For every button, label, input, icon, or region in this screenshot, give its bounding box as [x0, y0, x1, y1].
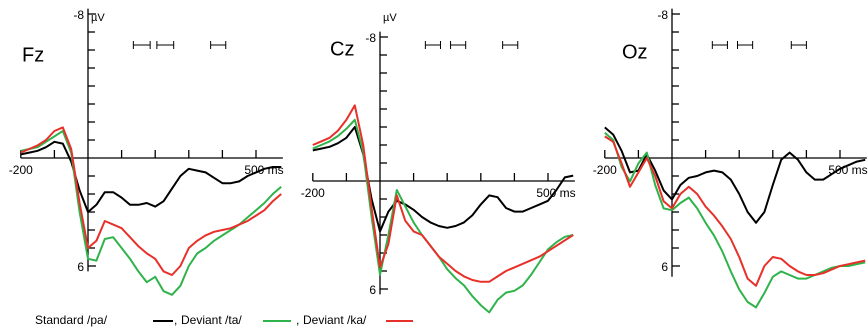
y-tick-label: -8 [365, 31, 376, 45]
x-tick-label: -200 [9, 163, 33, 177]
y-tick-label: -8 [657, 8, 668, 22]
erp-line [604, 132, 866, 309]
significance-interval [210, 41, 227, 49]
channel-label: Fz [22, 44, 44, 66]
significance-interval [502, 41, 519, 49]
significance-interval [711, 41, 728, 49]
legend-label: Deviant /ta/ [181, 313, 242, 327]
significance-interval [450, 41, 467, 49]
erp-line [20, 126, 282, 276]
x-tick-label: -200 [301, 186, 325, 200]
erp-line [312, 118, 574, 314]
y-unit: µV [383, 12, 397, 24]
channel-label: Oz [622, 41, 648, 63]
significance-interval [790, 41, 807, 49]
y-tick-label: -8 [73, 8, 84, 22]
significance-interval [156, 41, 175, 49]
legend-label: Deviant /ka/ [303, 313, 367, 327]
x-tick-label: -200 [593, 163, 617, 177]
erp-line [312, 126, 574, 233]
erp-line [20, 130, 282, 296]
y-tick-label: 6 [661, 260, 668, 274]
erp-line [312, 104, 574, 283]
legend-separator: , [174, 313, 177, 327]
y-unit: µV [91, 12, 105, 24]
x-tick-label: 500 ms [536, 186, 575, 200]
significance-interval [737, 41, 754, 49]
erp-line [604, 126, 866, 224]
erp-line [20, 140, 282, 213]
significance-interval [132, 41, 151, 49]
legend-separator: , [296, 313, 299, 327]
channel-label: Cz [330, 38, 354, 60]
erp-line [604, 135, 866, 287]
significance-interval [424, 41, 441, 49]
legend-label: Standard /pa/ [35, 313, 108, 327]
x-tick-label: 500 ms [828, 163, 867, 177]
y-tick-label: 6 [77, 260, 84, 274]
y-tick-label: 6 [369, 283, 376, 297]
